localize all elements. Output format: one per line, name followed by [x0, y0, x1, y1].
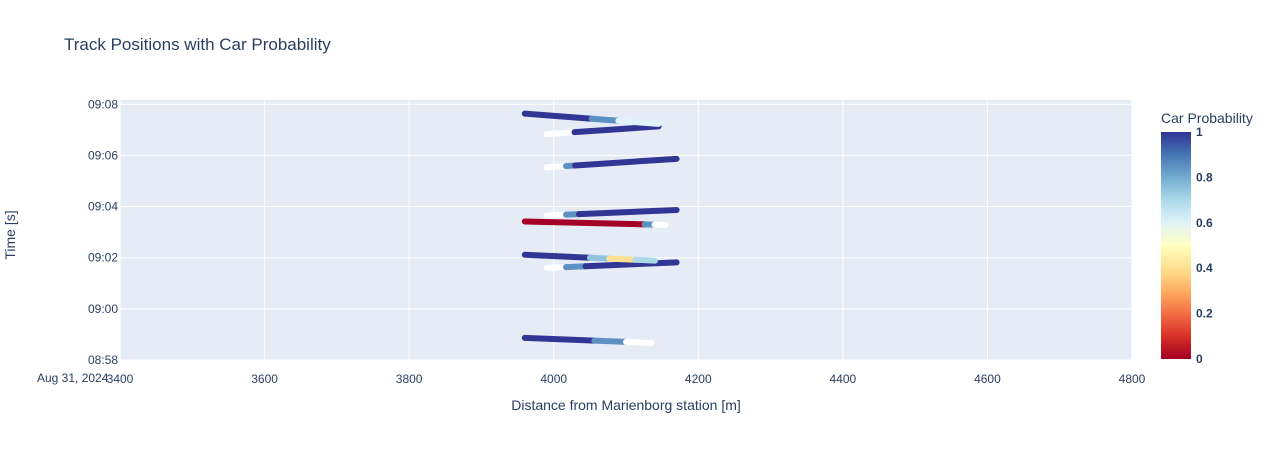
colorbar-ticks: 0 0.2 0.4 0.6 0.8 1	[1196, 125, 1213, 366]
track-segment	[586, 262, 677, 266]
track	[525, 221, 666, 224]
x-tick-label: 4000	[540, 372, 567, 386]
colorbar-tick-label: 1	[1196, 125, 1203, 139]
x-tick-label: 4600	[974, 372, 1001, 386]
track-segment	[546, 132, 574, 134]
track-segment	[525, 221, 645, 224]
track-segment	[635, 260, 655, 261]
colorbar-tick-label: 0.6	[1196, 216, 1213, 230]
y-tick-label: 09:06	[88, 148, 118, 162]
y-tick-label: 09:08	[88, 97, 118, 111]
track-segment	[594, 341, 626, 342]
x-tick-label: 4800	[1119, 372, 1146, 386]
y-axis-ticks: 08:58 09:00 09:02 09:04 09:06 09:08	[88, 97, 118, 367]
y-date-label: Aug 31, 2024	[37, 371, 109, 385]
chart-title: Track Positions with Car Probability	[64, 35, 331, 54]
colorbar-tick-label: 0.4	[1196, 261, 1213, 275]
colorbar	[1161, 132, 1191, 359]
y-tick-label: 09:02	[88, 251, 118, 265]
x-axis-ticks: 3400 3600 3800 4000 4200 4400 4600 4800	[107, 372, 1146, 386]
colorbar-tick-label: 0.8	[1196, 170, 1213, 184]
plot-area	[120, 100, 1132, 360]
track-segment	[592, 119, 619, 121]
colorbar-title: Car Probability	[1161, 110, 1253, 126]
track-segment	[609, 259, 635, 260]
y-tick-label: 08:58	[88, 353, 118, 367]
track-segment	[525, 255, 590, 258]
track-segment	[626, 342, 651, 343]
x-tick-label: 3600	[251, 372, 278, 386]
x-axis-label: Distance from Marienborg station [m]	[511, 397, 741, 413]
y-tick-label: 09:00	[88, 302, 118, 316]
x-tick-label: 3800	[396, 372, 423, 386]
track-segment	[579, 210, 677, 214]
x-tick-label: 3400	[107, 372, 134, 386]
colorbar-tick-label: 0	[1196, 352, 1203, 366]
y-axis-label: Time [s]	[2, 210, 18, 259]
y-tick-label: 09:04	[88, 200, 118, 214]
x-tick-label: 4200	[685, 372, 712, 386]
x-tick-label: 4400	[830, 372, 857, 386]
track-segment	[525, 338, 595, 341]
track-segment	[618, 121, 658, 124]
colorbar-tick-label: 0.2	[1196, 307, 1213, 321]
